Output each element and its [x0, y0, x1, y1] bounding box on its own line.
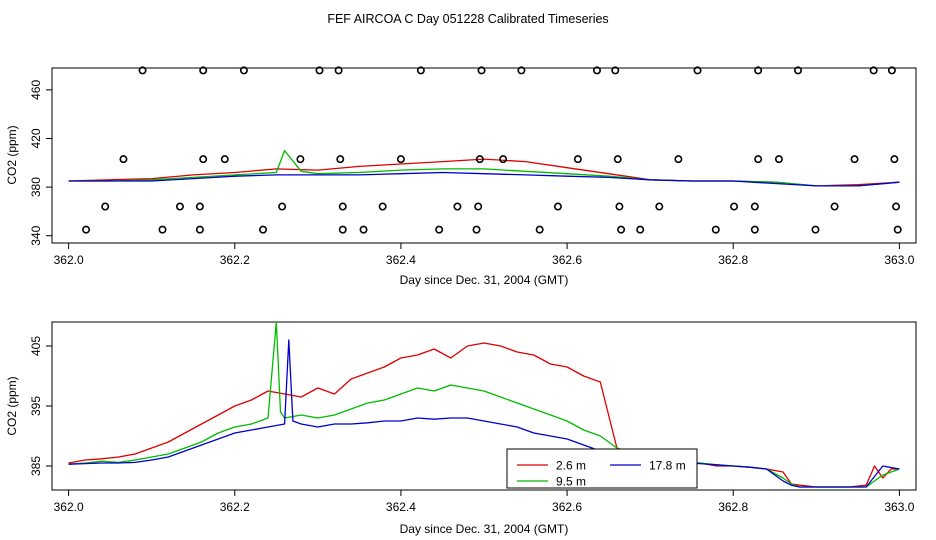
calibration-point [199, 66, 208, 75]
bottom-y-axis-label: CO2 (ppm) [5, 376, 19, 435]
bottom-series-2-6-mline [68, 342, 900, 488]
calibration-point [334, 66, 343, 75]
calibration-point [693, 66, 702, 75]
calibration-point [338, 225, 347, 234]
calibration-point [338, 202, 347, 211]
calibration-point [359, 225, 368, 234]
calibration-point [730, 202, 739, 211]
figure-title: FEF AIRCOA C Day 051228 Calibrated Times… [327, 12, 608, 26]
calibration-point [850, 155, 859, 164]
top-x-tick-label: 362.4 [386, 253, 416, 267]
calibration-point [774, 155, 783, 164]
calibration-point [477, 66, 486, 75]
calibration-point [890, 155, 899, 164]
top-y-tick-label: 460 [29, 80, 43, 100]
bottom-x-tick-label: 362.0 [54, 500, 84, 514]
calibration-point [499, 155, 508, 164]
calibration-point [869, 66, 878, 75]
bottom-x-tick-label: 362.2 [220, 500, 250, 514]
calibration-point [830, 202, 839, 211]
calibration-point [613, 155, 622, 164]
legend: 2.6 m 9.5 m 17.8 m [506, 448, 698, 489]
calibration-point [811, 225, 820, 234]
calibration-point [199, 155, 208, 164]
calibration-point [175, 202, 184, 211]
bottom-x-tick-label: 363.0 [884, 500, 914, 514]
top-x-tick-label: 363.0 [884, 253, 914, 267]
bottom-y-tick-label: 395 [29, 396, 43, 416]
calibration-point [378, 202, 387, 211]
legend-label-9-5m: 9.5 m [556, 475, 586, 489]
calibration-point [453, 202, 462, 211]
calibration-point [278, 202, 287, 211]
calibration-point [158, 225, 167, 234]
top-x-tick-label: 362.2 [220, 253, 250, 267]
calibration-point [517, 66, 526, 75]
calibration-point [119, 155, 128, 164]
calibration-point [138, 66, 147, 75]
calibration-point [396, 155, 405, 164]
calibration-point [101, 202, 110, 211]
calibration-point [711, 225, 720, 234]
legend-label-17-8m: 17.8 m [649, 459, 686, 473]
bottom-x-tick-label: 362.6 [552, 500, 582, 514]
top-x-tick-label: 362.6 [552, 253, 582, 267]
calibration-point [472, 225, 481, 234]
calibration-point [195, 225, 204, 234]
bottom-series-9-5-mline [68, 321, 900, 488]
top-y-tick-label: 340 [29, 225, 43, 245]
calibration-point [615, 202, 624, 211]
top-y-tick-label: 380 [29, 177, 43, 197]
calibration-point [239, 66, 248, 75]
calibration-point [259, 225, 268, 234]
top-x-tick-label: 362.0 [54, 253, 84, 267]
top-x-axis-label: Day since Dec. 31, 2004 (GMT) [400, 273, 569, 287]
calibration-point [416, 66, 425, 75]
calibration-point [296, 155, 305, 164]
bottom-x-tick-label: 362.8 [718, 500, 748, 514]
calibration-point [220, 155, 229, 164]
legend-label-2-6m: 2.6 m [556, 459, 586, 473]
top-series-17-8-mline [68, 171, 900, 187]
top-plot-frame [51, 67, 917, 244]
calibration-point [750, 202, 759, 211]
calibration-point [892, 202, 901, 211]
calibration-point [535, 225, 544, 234]
panel-bottom: 362.0 362.2 362.4 362.6 362.8 363.0385395405 … [5, 321, 917, 536]
top-series-9-5-mline [68, 149, 900, 187]
calibration-point [887, 66, 896, 75]
calibration-point [82, 225, 91, 234]
calibration-point [893, 225, 902, 234]
calibration-point [754, 155, 763, 164]
bottom-plot-frame [51, 321, 917, 491]
calibration-point [315, 66, 324, 75]
calibration-point [573, 155, 582, 164]
calibration-point [750, 225, 759, 234]
calibration-point [754, 66, 763, 75]
calibration-point [617, 225, 626, 234]
calibration-point [674, 155, 683, 164]
calibration-point [195, 202, 204, 211]
calibration-point [636, 225, 645, 234]
panel-top: 362.0 362.2 362.4 362.6 362.8 363.0 340 380 420 4… [5, 66, 917, 287]
calibration-point [435, 225, 444, 234]
calibration-point [655, 202, 664, 211]
top-y-axis-label: CO2 (ppm) [5, 125, 19, 184]
bottom-series-17-8-mline [68, 339, 900, 488]
bottom-y-tick-label: 405 [29, 336, 43, 356]
top-x-tick-label: 362.8 [718, 253, 748, 267]
calibration-point [553, 202, 562, 211]
calibration-point [592, 66, 601, 75]
bottom-y-tick-label: 385 [29, 456, 43, 476]
calibration-point [336, 155, 345, 164]
calibration-point [611, 66, 620, 75]
calibration-point [475, 155, 484, 164]
calibration-point [474, 202, 483, 211]
bottom-x-axis-label: Day since Dec. 31, 2004 (GMT) [400, 522, 569, 536]
bottom-x-tick-label: 362.4 [386, 500, 416, 514]
calibration-point [794, 66, 803, 75]
top-y-tick-label: 420 [29, 128, 43, 148]
